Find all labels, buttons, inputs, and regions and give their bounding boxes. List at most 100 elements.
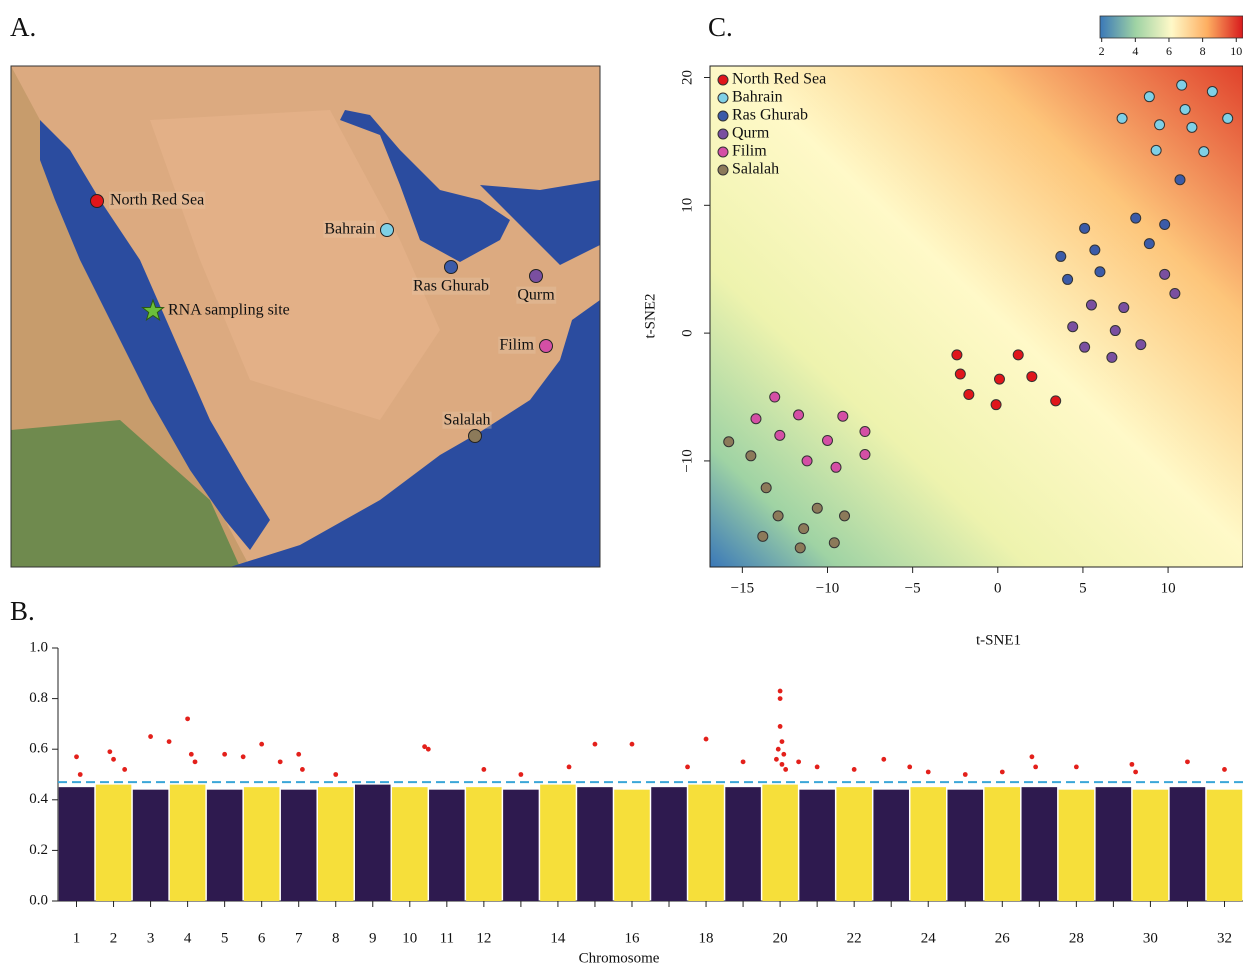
- y-tick-label: 10: [679, 198, 695, 213]
- x-tick-label: −15: [731, 580, 754, 596]
- sample-point: [829, 538, 839, 548]
- sample-point: [1095, 267, 1105, 277]
- sample-point: [1119, 303, 1129, 313]
- sample-point: [1086, 300, 1096, 310]
- chromosome-snps: [1207, 790, 1243, 901]
- sample-point: [822, 435, 832, 445]
- sample-point: [794, 410, 804, 420]
- y-tick-label: −10: [679, 449, 695, 472]
- sample-point: [1160, 219, 1170, 229]
- significant-snp: [148, 734, 153, 739]
- chromosome-snps: [133, 790, 169, 901]
- figure: A. B. C. North Red SeaBahrainRas GhurabQ…: [0, 0, 1243, 969]
- panel-label: C.: [708, 12, 733, 42]
- sample-point: [1068, 322, 1078, 332]
- legend-marker: [718, 129, 728, 139]
- chromosome-snps: [318, 787, 354, 901]
- significant-snp: [259, 742, 264, 747]
- site-label: North Red Sea: [110, 192, 204, 209]
- sample-point: [795, 543, 805, 553]
- chromosome-snps: [799, 790, 835, 901]
- sample-point: [1136, 340, 1146, 350]
- sample-point: [1175, 175, 1185, 185]
- site-label: Bahrain: [324, 221, 375, 238]
- sample-point: [860, 427, 870, 437]
- significant-snp: [778, 724, 783, 729]
- sample-point: [799, 524, 809, 534]
- x-tick-label: −5: [905, 580, 921, 596]
- y-tick-label: 0: [679, 329, 695, 337]
- legend-label: North Red Sea: [732, 71, 826, 88]
- chromosome-snps: [688, 785, 724, 901]
- y-tick-label: 20: [679, 70, 695, 85]
- x-tick-label: 12: [476, 930, 491, 946]
- chromosome-snps: [59, 787, 95, 901]
- significant-snp: [778, 689, 783, 694]
- sample-point: [724, 437, 734, 447]
- legend-marker: [718, 75, 728, 85]
- chromosome-snps: [947, 790, 983, 901]
- x-tick-label: 8: [332, 930, 340, 946]
- x-tick-label: 20: [773, 930, 788, 946]
- significant-snp: [333, 772, 338, 777]
- chromosome-snps: [429, 790, 465, 901]
- x-tick-label: 28: [1069, 930, 1084, 946]
- significant-snp: [300, 767, 305, 772]
- significant-snp: [781, 752, 786, 757]
- significant-snp: [278, 759, 283, 764]
- y-tick-label: 0.6: [29, 741, 48, 757]
- significant-snp: [783, 767, 788, 772]
- y-tick-label: 0.8: [29, 690, 48, 706]
- sample-point: [1080, 342, 1090, 352]
- site-marker: [91, 195, 104, 208]
- x-tick-label: 9: [369, 930, 377, 946]
- sample-point: [838, 411, 848, 421]
- site-marker: [469, 430, 482, 443]
- site-marker: [445, 261, 458, 274]
- significant-snp: [926, 770, 931, 775]
- sample-point: [1170, 288, 1180, 298]
- legend-label: Bahrain: [732, 89, 783, 106]
- chromosome-snps: [207, 790, 243, 901]
- x-tick-label: 11: [440, 930, 454, 946]
- sample-point: [1013, 350, 1023, 360]
- significant-snp: [796, 759, 801, 764]
- significant-snp: [881, 757, 886, 762]
- sample-point: [860, 450, 870, 460]
- significant-snp: [426, 747, 431, 752]
- sample-point: [1051, 396, 1061, 406]
- significant-snp: [296, 752, 301, 757]
- significant-snp: [193, 759, 198, 764]
- chromosome-snps: [1170, 787, 1206, 901]
- sample-point: [773, 511, 783, 521]
- colorbar-tick-label: 6: [1166, 44, 1172, 58]
- x-tick-label: 2: [110, 930, 118, 946]
- significant-snp: [963, 772, 968, 777]
- site-label: Salalah: [443, 412, 490, 429]
- chromosome-snps: [985, 787, 1021, 901]
- x-tick-label: 7: [295, 930, 303, 946]
- sample-point: [1223, 113, 1233, 123]
- sample-point: [758, 531, 768, 541]
- sample-point: [1117, 113, 1127, 123]
- significant-snp: [107, 749, 112, 754]
- significant-snp: [685, 765, 690, 770]
- significant-snp: [222, 752, 227, 757]
- significant-snp: [167, 739, 172, 744]
- sample-point: [1155, 120, 1165, 130]
- sample-point: [1144, 239, 1154, 249]
- chromosome-snps: [725, 787, 761, 901]
- chromosome-snps: [244, 787, 280, 901]
- sample-point: [1151, 145, 1161, 155]
- site-marker: [381, 224, 394, 237]
- sample-point: [1180, 104, 1190, 114]
- density-background: [710, 66, 1243, 567]
- chromosome-snps: [540, 785, 576, 901]
- sample-point: [1131, 213, 1141, 223]
- chromosome-snps: [1096, 787, 1132, 901]
- panel-label: A.: [10, 12, 36, 42]
- sample-point: [952, 350, 962, 360]
- legend-marker: [718, 147, 728, 157]
- x-tick-label: 5: [221, 930, 229, 946]
- sample-point: [1090, 245, 1100, 255]
